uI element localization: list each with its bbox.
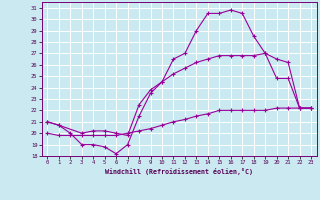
X-axis label: Windchill (Refroidissement éolien,°C): Windchill (Refroidissement éolien,°C)	[105, 168, 253, 175]
